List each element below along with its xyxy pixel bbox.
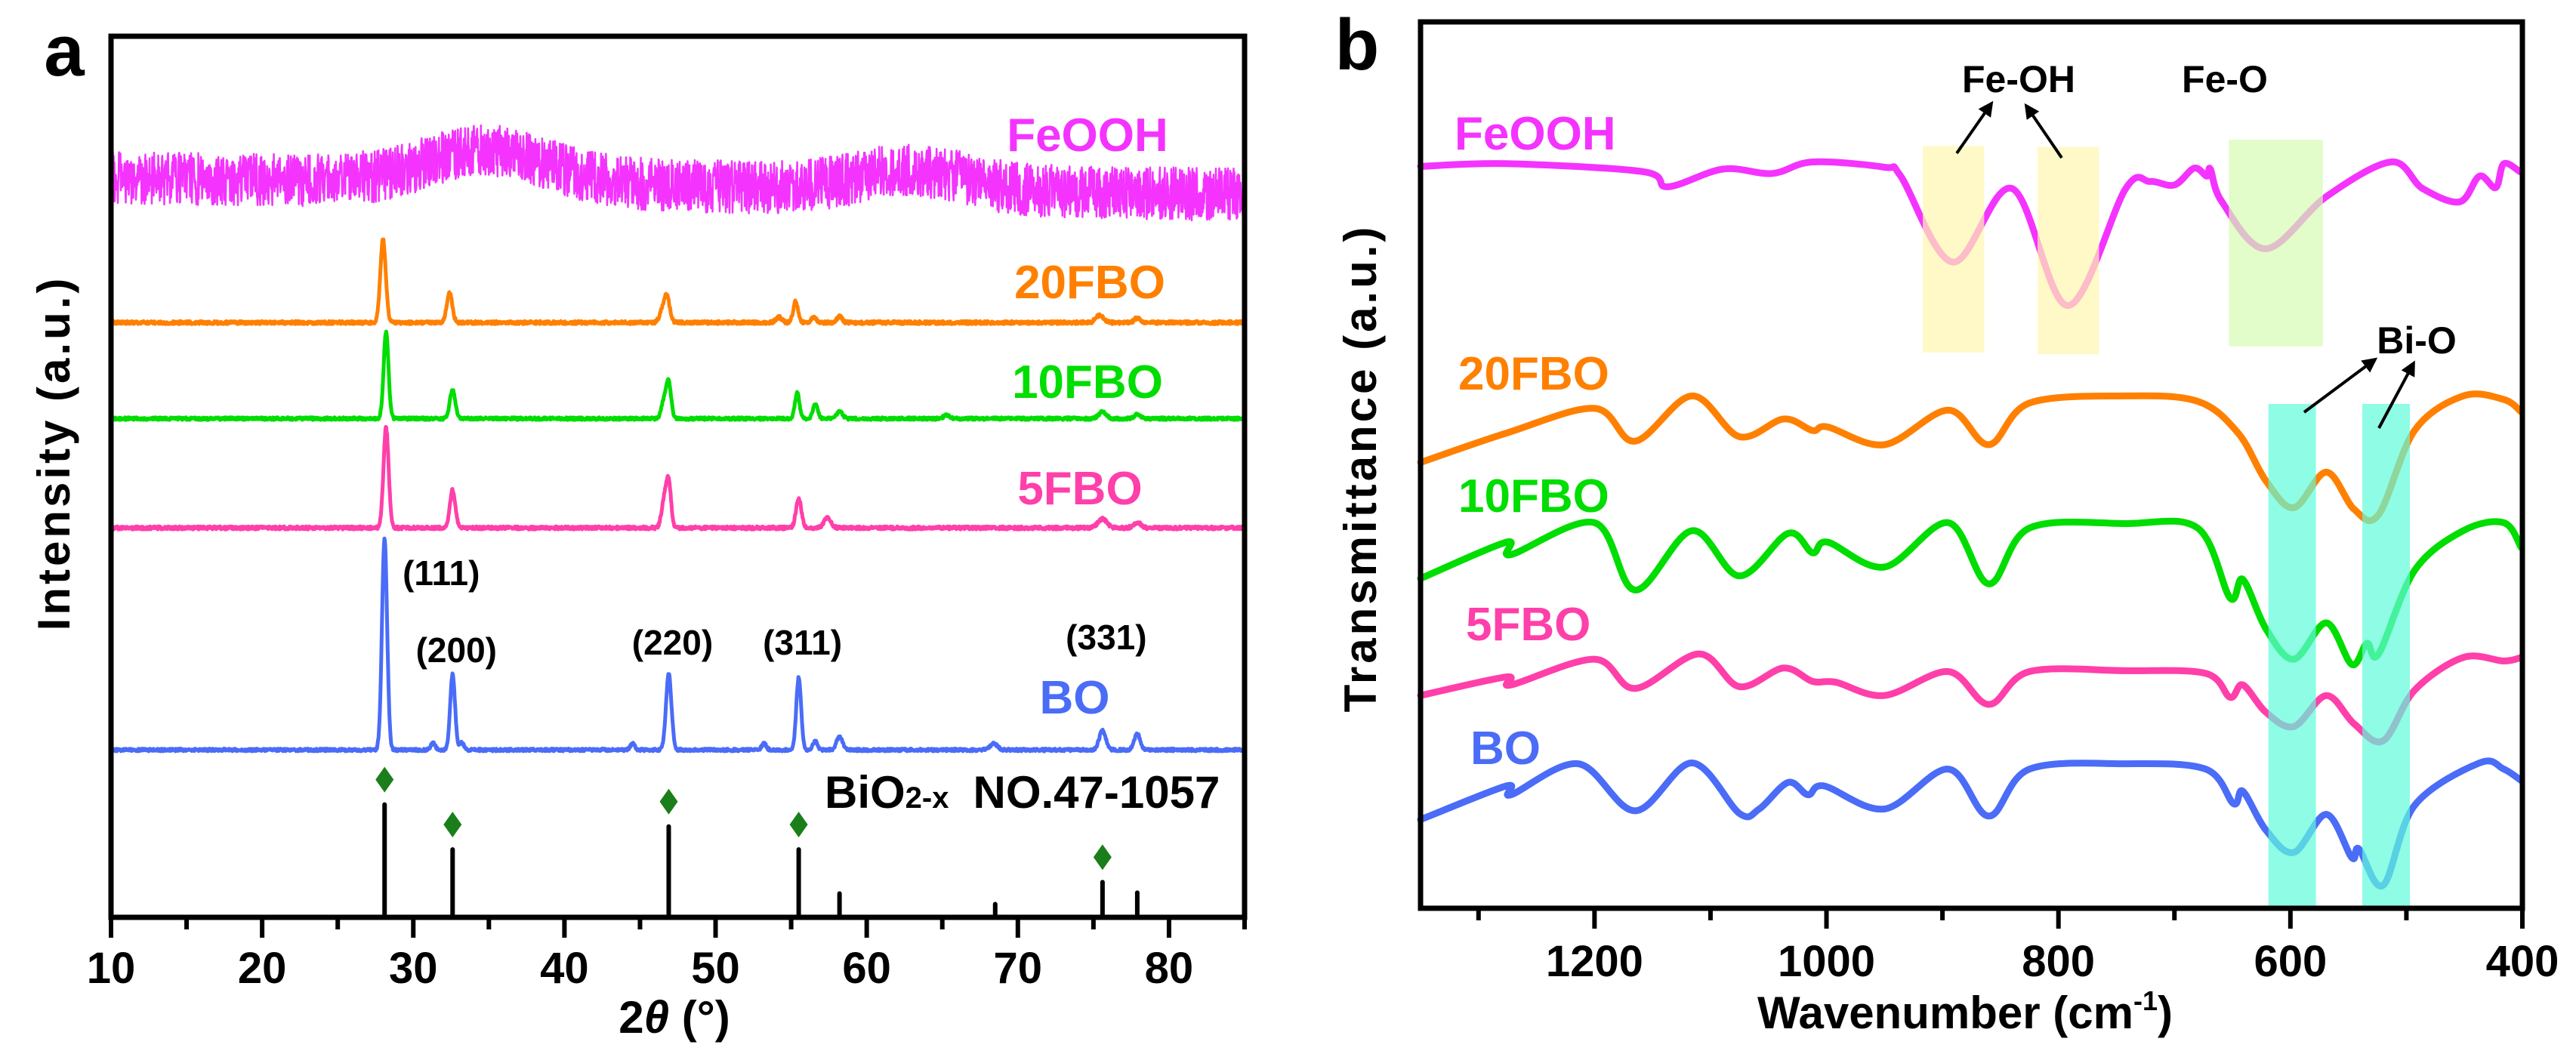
- x-axis-title-suffix: (°): [669, 992, 730, 1043]
- highlight-band-fe-oh: [1922, 146, 1985, 353]
- hkl-label: (111): [403, 553, 480, 593]
- highlight-band-bi-o: [2362, 403, 2411, 908]
- diamond-marker-icon: [659, 788, 678, 815]
- y-axis-title: Transmittance (a.u.): [1335, 224, 1386, 713]
- x-axis-title-suffix: ): [2158, 988, 2173, 1038]
- x-tick-label: 30: [389, 944, 438, 993]
- x-tick-label: 800: [2022, 937, 2095, 986]
- diamond-marker-icon: [375, 766, 394, 793]
- x-tick-label: 60: [842, 944, 891, 993]
- panel-label-b: b: [1335, 5, 1380, 85]
- x-tick-label: 400: [2486, 937, 2559, 986]
- series-label-bo: BO: [1470, 723, 1541, 775]
- series-label-5fbo: 5FBO: [1466, 599, 1590, 651]
- annotation-bi-o: Bi-O: [2377, 319, 2457, 362]
- plot-frame-a: [108, 33, 1248, 920]
- x-tick-label: 50: [691, 944, 740, 993]
- series-label-bo: BO: [1040, 672, 1110, 724]
- diamond-marker-icon: [1093, 844, 1112, 871]
- hkl-label: (311): [763, 623, 842, 662]
- annotation-fe-o: Fe-O: [2182, 58, 2268, 100]
- diamond-marker-icon: [789, 812, 808, 838]
- panel-label-a: a: [44, 11, 85, 91]
- xrd-series-5fbo: [110, 424, 1247, 532]
- x-tick-label: 600: [2254, 937, 2327, 986]
- reference-card-label: BiO2-x NO.47-1057: [825, 767, 1220, 818]
- series-label-feooh: FeOOH: [1455, 108, 1616, 160]
- x-axis-title-superscript: -1: [2133, 985, 2158, 1016]
- xrd-series-20fbo: [109, 237, 1247, 326]
- series-label-10fbo: 10FBO: [1012, 356, 1163, 408]
- diamond-marker-icon: [443, 812, 462, 838]
- panel-b-ftir-chart: FeOOH 20FBO 10FBO 5FBO BO Fe-OH Fe-O Bi-O 1200 10…: [1335, 5, 2559, 1038]
- x-tick-label: 1200: [1546, 937, 1643, 986]
- xrd-series-bo: [109, 536, 1247, 753]
- series-label-10fbo: 10FBO: [1458, 470, 1609, 522]
- x-axis-title: Wavenumber (cm-1): [1757, 985, 2173, 1038]
- highlight-band-bi-o: [2268, 403, 2316, 908]
- annotation-arrow: [1955, 100, 1994, 155]
- x-tick-label: 70: [994, 944, 1043, 993]
- annotation-arrow: [2024, 103, 2063, 159]
- series-label-5fbo: 5FBO: [1017, 463, 1142, 515]
- x-axis-title-symbol: θ: [644, 992, 669, 1043]
- annotation-arrow: [2377, 360, 2415, 429]
- x-tick-label: 20: [238, 944, 287, 993]
- series-label-20fbo: 20FBO: [1014, 257, 1165, 309]
- ftir-series-feooh: [1417, 158, 2524, 310]
- ftir-series-bo: [1417, 757, 2525, 890]
- x-axis-title-text: Wavenumber (cm: [1757, 988, 2133, 1038]
- plot-frame-b: [1418, 19, 2525, 911]
- hkl-label: (220): [632, 623, 713, 662]
- panel-a-xrd-chart: FeOOH 20FBO 10FBO 5FBO BO (111) (200) (220) (311…: [29, 11, 1248, 1043]
- x-tick-label: 80: [1145, 944, 1194, 993]
- reference-compound: BiO: [825, 767, 905, 818]
- annotation-fe-oh: Fe-OH: [1962, 58, 2075, 100]
- series-label-20fbo: 20FBO: [1458, 348, 1609, 400]
- annotation-arrow: [2303, 357, 2378, 414]
- xrd-series-feooh: [110, 124, 1246, 222]
- x-axis-title: 2θ (°): [619, 992, 730, 1043]
- x-tick-label: 40: [540, 944, 589, 993]
- series-label-feooh: FeOOH: [1007, 109, 1168, 162]
- reference-subscript: 2-x: [905, 781, 949, 815]
- reference-card: NO.47-1057: [973, 767, 1220, 818]
- highlight-band-fe-o: [2229, 140, 2323, 347]
- x-axis-title-prefix: 2: [619, 992, 643, 1043]
- x-tick-label: 10: [87, 944, 136, 993]
- y-axis-title: Intensity (a.u.): [29, 276, 79, 631]
- highlight-band-fe-oh: [2038, 146, 2099, 355]
- xrd-series-10fbo: [109, 329, 1246, 422]
- hkl-label: (331): [1066, 618, 1146, 657]
- hkl-label: (200): [416, 630, 497, 670]
- x-tick-label: 1000: [1778, 937, 1875, 986]
